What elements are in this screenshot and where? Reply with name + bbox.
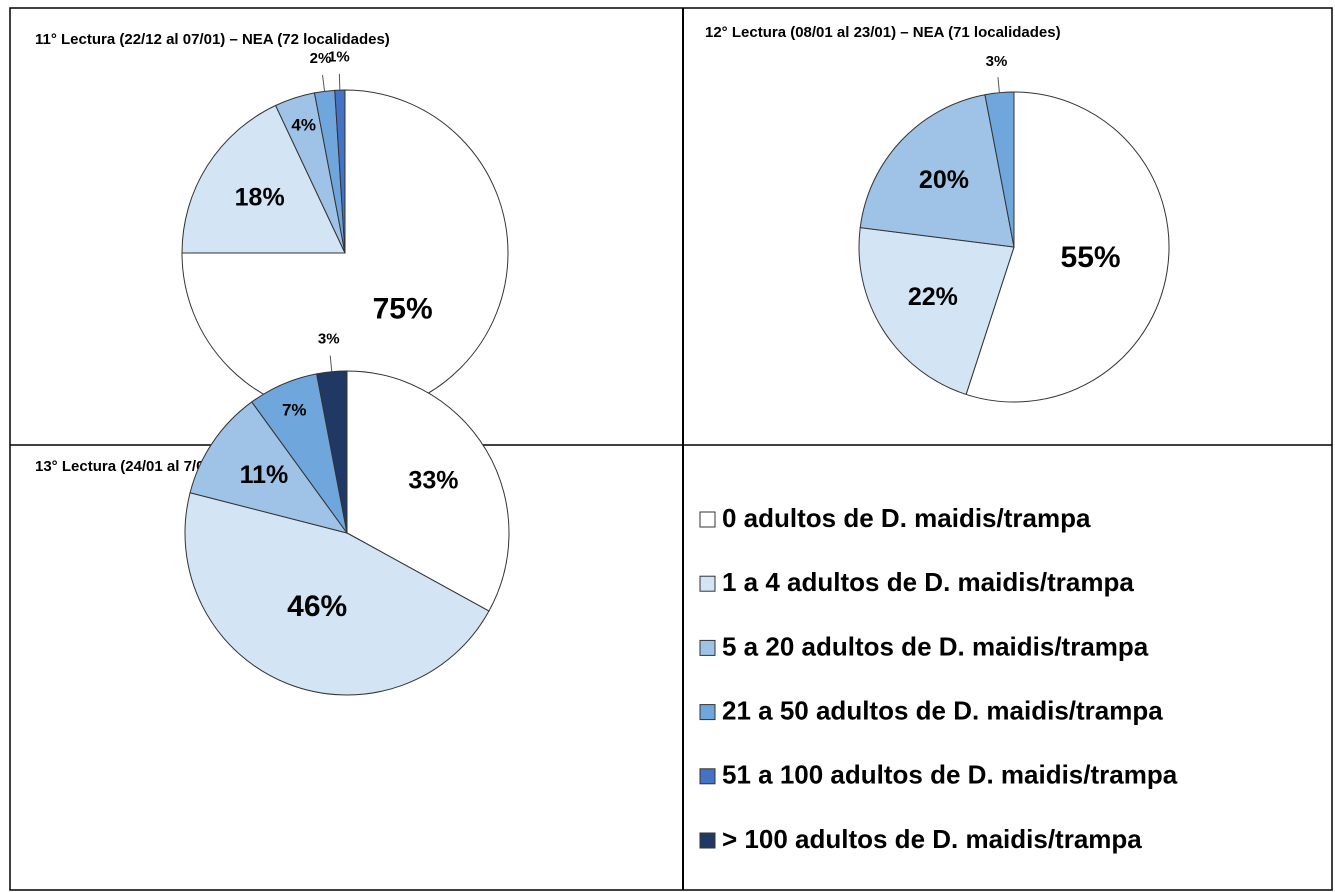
data-label: 11% xyxy=(240,461,289,489)
data-label: 55% xyxy=(1061,241,1121,274)
data-label: 1% xyxy=(328,48,350,65)
chart-title: 12° Lectura (08/01 al 23/01) – NEA (71 l… xyxy=(705,24,1061,41)
legend-label: > 100 adultos de D. maidis/trampa xyxy=(722,824,1142,854)
data-label: 46% xyxy=(287,590,347,623)
leader-line xyxy=(338,73,341,91)
legend-swatch xyxy=(699,639,716,656)
chart-title: 11° Lectura (22/12 al 07/01) – NEA (72 l… xyxy=(35,31,390,48)
legend-label: 1 a 4 adultos de D. maidis/trampa xyxy=(722,567,1134,597)
data-label: 75% xyxy=(373,293,433,326)
pie-slice xyxy=(189,401,349,534)
legend-swatch xyxy=(699,511,716,528)
legend-label: 51 a 100 adultos de D. maidis/trampa xyxy=(722,760,1178,790)
legend-swatch xyxy=(699,832,716,849)
legend-swatch xyxy=(699,704,716,721)
legend-swatch xyxy=(699,768,716,785)
pie-slice xyxy=(346,370,510,612)
legend-label: 21 a 50 adultos de D. maidis/trampa xyxy=(722,695,1163,725)
leader-line xyxy=(322,75,326,92)
legend-label: 5 a 20 adultos de D. maidis/trampa xyxy=(722,631,1149,661)
data-label: 22% xyxy=(908,283,958,311)
data-label: 20% xyxy=(919,166,969,194)
pie-slice xyxy=(965,91,1170,403)
pie-slice xyxy=(181,89,509,417)
data-label: 7% xyxy=(282,401,307,420)
data-label: 2% xyxy=(310,50,332,67)
data-label: 18% xyxy=(235,183,285,211)
data-label: 33% xyxy=(408,466,458,494)
data-label: 3% xyxy=(986,53,1008,70)
leader-line xyxy=(997,77,1000,93)
legend-swatch xyxy=(699,575,716,592)
legend-label: 0 adultos de D. maidis/trampa xyxy=(722,503,1091,533)
data-label: 3% xyxy=(318,330,340,347)
pie-slice xyxy=(184,492,490,696)
leader-line xyxy=(329,355,333,372)
pie-slice xyxy=(984,91,1015,248)
frame xyxy=(9,7,1333,891)
pie-slice xyxy=(181,104,346,254)
pie-slice xyxy=(858,227,1015,396)
pie-slice xyxy=(859,94,1015,248)
data-label: 4% xyxy=(291,115,316,134)
